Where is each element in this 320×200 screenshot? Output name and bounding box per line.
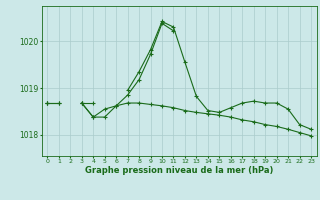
X-axis label: Graphe pression niveau de la mer (hPa): Graphe pression niveau de la mer (hPa)	[85, 166, 273, 175]
